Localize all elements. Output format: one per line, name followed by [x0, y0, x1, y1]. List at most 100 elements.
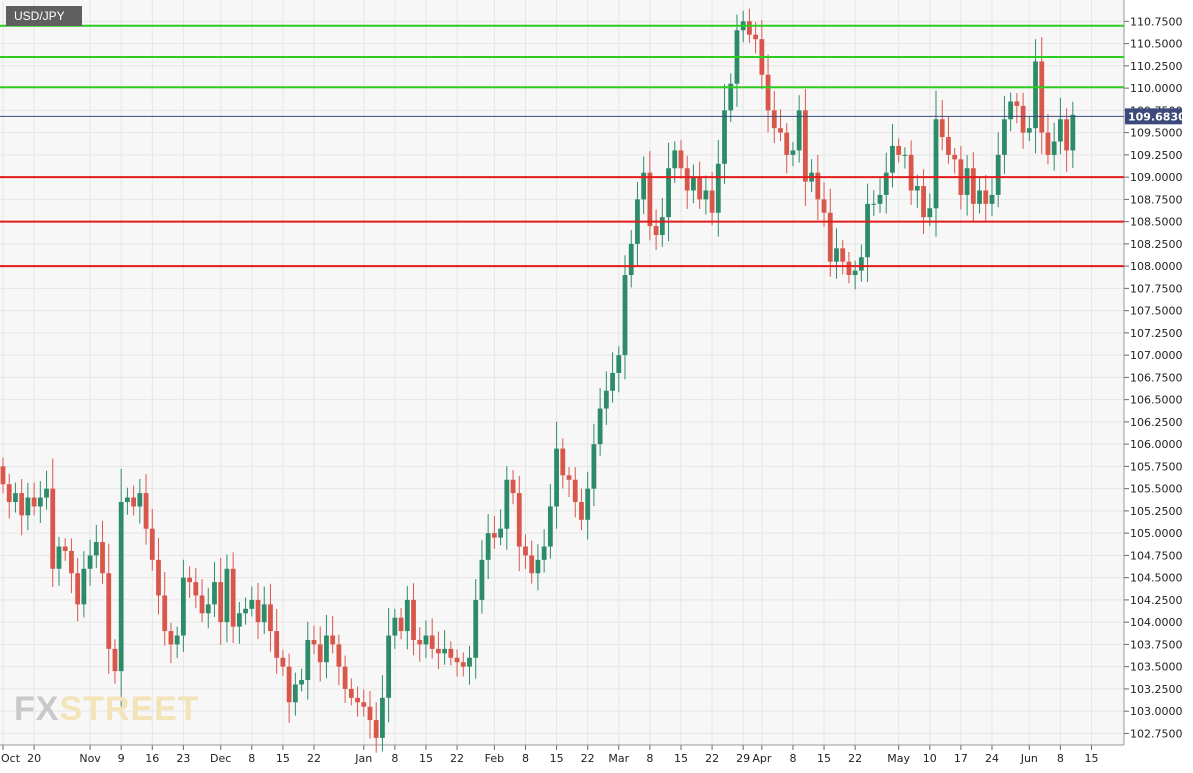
candle-body: [535, 559, 541, 574]
candle-body: [541, 546, 547, 560]
candle-body: [747, 21, 752, 35]
x-tick-label: 22: [848, 752, 862, 765]
y-tick-label: 103.2500: [1130, 683, 1183, 696]
candle-body: [479, 559, 485, 600]
candle-body: [348, 688, 354, 698]
candle-body: [491, 533, 497, 538]
candle-body: [504, 479, 510, 529]
candle-body: [523, 546, 528, 556]
candle-body: [286, 666, 292, 703]
candle-body: [187, 577, 192, 583]
candle-body: [485, 533, 491, 560]
candle-body: [311, 639, 317, 645]
candle-body: [25, 497, 31, 516]
candle-body: [603, 390, 609, 409]
x-tick-label: 22: [450, 752, 464, 765]
candle-body: [728, 83, 734, 111]
y-tick-label: 103.0000: [1130, 705, 1183, 718]
candle-body: [292, 684, 298, 703]
candle-body: [865, 203, 870, 258]
candle-body: [1064, 119, 1070, 151]
candle-body: [659, 217, 665, 235]
candle-body: [1020, 105, 1026, 133]
candle-body: [877, 194, 883, 204]
candle-body: [392, 617, 398, 636]
last-price-label: 109.6830: [1128, 110, 1186, 123]
candle-body: [510, 479, 516, 494]
candle-body: [411, 599, 416, 640]
x-tick-label: May: [887, 752, 910, 765]
candle-body: [771, 110, 777, 129]
candle-body: [81, 568, 87, 605]
x-tick-label: 20: [27, 752, 41, 765]
candle-body: [69, 550, 74, 574]
candle-body: [317, 644, 323, 663]
x-tick-label: Feb: [485, 752, 504, 765]
y-tick-label: 104.7500: [1130, 549, 1183, 562]
y-tick-label: 104.5000: [1130, 572, 1183, 585]
candle-body: [112, 648, 118, 672]
x-tick-label: 22: [307, 752, 321, 765]
x-tick-label: 23: [176, 752, 190, 765]
candle-body: [871, 203, 877, 205]
x-tick-label: 16: [145, 752, 159, 765]
candle-body: [429, 635, 435, 649]
candle-body: [709, 190, 715, 213]
symbol-badge[interactable]: USD/JPY: [6, 6, 82, 26]
x-tick-label: 8: [391, 752, 398, 765]
candle-body: [1045, 132, 1051, 155]
y-tick-label: 108.2500: [1130, 238, 1183, 251]
candle-body: [983, 190, 989, 204]
x-tick-label: 15: [419, 752, 433, 765]
candle-body: [236, 613, 242, 627]
candle-body: [268, 604, 273, 632]
candle-body: [162, 595, 168, 632]
y-tick-label: 110.7500: [1130, 15, 1183, 28]
candle-body: [691, 177, 696, 191]
candle-body: [516, 493, 522, 547]
candle-body: [168, 631, 174, 645]
x-tick-label: Oct: [1, 752, 21, 765]
candle-body: [143, 493, 149, 529]
candle-body: [261, 604, 267, 623]
candle-body: [834, 248, 839, 262]
y-tick-label: 108.0000: [1130, 260, 1183, 273]
candle-body: [436, 648, 441, 654]
x-tick-label: 22: [705, 752, 719, 765]
x-tick-label: Dec: [210, 752, 231, 765]
candle-body: [840, 248, 846, 262]
candle-body: [355, 697, 360, 703]
candle-body: [274, 631, 280, 658]
x-tick-label: 22: [581, 752, 595, 765]
candle-body: [180, 577, 186, 636]
candle-body: [361, 702, 367, 707]
candle-body: [417, 639, 423, 645]
candle-body: [927, 208, 933, 218]
x-tick-label: 8: [1057, 752, 1064, 765]
candle-body: [1039, 61, 1045, 133]
candle-body: [827, 212, 833, 262]
y-axis-panel: [1124, 0, 1193, 768]
candle-body: [628, 243, 634, 276]
candle-body: [964, 168, 970, 195]
candle-body: [684, 168, 690, 191]
candle-body: [386, 635, 392, 698]
x-axis-panel: [0, 745, 1124, 768]
candle-body: [255, 599, 261, 623]
candle-body: [647, 172, 653, 227]
candle-body: [560, 448, 566, 476]
y-tick-label: 106.2500: [1130, 416, 1183, 429]
x-tick-label: 8: [522, 752, 529, 765]
candle-body: [896, 145, 902, 155]
candle-body: [330, 635, 336, 645]
candle-body: [62, 546, 68, 551]
candle-body: [50, 488, 56, 569]
x-tick-label: 9: [118, 752, 125, 765]
candle-body: [0, 466, 6, 485]
y-tick-label: 109.5000: [1130, 127, 1183, 140]
candle-body: [995, 154, 1001, 195]
y-tick-label: 103.5000: [1130, 661, 1183, 674]
candle-body: [784, 132, 790, 155]
